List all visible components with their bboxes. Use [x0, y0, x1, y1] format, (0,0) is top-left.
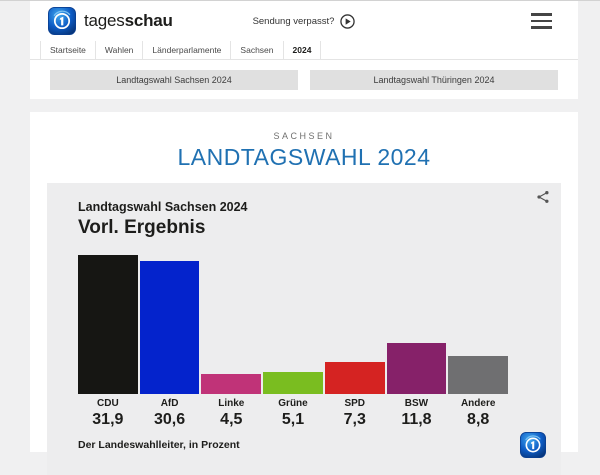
bar-area: [386, 255, 447, 394]
bar-category-label: SPD: [344, 398, 366, 409]
bar-value-label: 11,8: [401, 411, 432, 428]
bar-value-label: 8,8: [467, 411, 490, 428]
section-kicker: SACHSEN: [273, 131, 335, 141]
site-header: tagesschau Sendung verpasst? Startseite …: [30, 1, 578, 99]
bar-BSW: [386, 343, 447, 394]
header-top-row: tagesschau Sendung verpasst?: [30, 1, 578, 41]
election-chart-card: Landtagswahl Sachsen 2024 Vorl. Ergebnis…: [47, 183, 561, 475]
bar-area: [263, 255, 323, 394]
bar-area: [78, 255, 138, 394]
sendung-verpasst-label: Sendung verpasst?: [252, 15, 335, 27]
quicklinks-row: Landtagswahl Sachsen 2024 Landtagswahl T…: [30, 60, 578, 99]
chart-source: Der Landeswahlleiter, in Prozent: [78, 439, 240, 451]
tagesschau-logo-link[interactable]: tagesschau: [48, 7, 173, 35]
bar-value-label: 4,5: [220, 411, 243, 428]
bar-value-label: 7,3: [343, 411, 366, 428]
quicklink-sachsen-button[interactable]: Landtagswahl Sachsen 2024: [50, 70, 298, 90]
chart-title: Landtagswahl Sachsen 2024: [78, 200, 248, 214]
bar-column-Grüne: Grüne 5,1: [263, 255, 323, 429]
bar-AfD: [139, 261, 200, 394]
chart-subtitle: Vorl. Ergebnis: [78, 217, 206, 238]
play-icon[interactable]: [340, 13, 356, 29]
bar-value-label: 30,6: [154, 411, 186, 428]
brand-bold: schau: [124, 11, 173, 30]
bar-category-label: Linke: [218, 398, 245, 409]
bar-area: [448, 255, 509, 394]
bar-Linke: [201, 374, 262, 394]
brand-wordmark: tagesschau: [84, 11, 173, 31]
bar-column-SPD: SPD 7,3: [324, 255, 385, 429]
breadcrumb-sachsen[interactable]: Sachsen: [231, 41, 284, 59]
breadcrumb-laenderparlamente[interactable]: Länderparlamente: [143, 41, 232, 59]
tagesschau-logo-icon: [48, 7, 76, 35]
menu-icon[interactable]: [529, 11, 554, 31]
bar-area: [139, 255, 200, 394]
bar-column-Andere: Andere 8,8: [448, 255, 509, 429]
brand-regular: tages: [84, 11, 125, 30]
bar-SPD: [324, 362, 385, 394]
bar-column-CDU: CDU 31,9: [78, 255, 138, 429]
bar-area: [324, 255, 385, 394]
bar-column-AfD: AfD 30,6: [139, 255, 200, 429]
bar-value-label: 31,9: [92, 411, 124, 428]
bar-Grüne: [263, 372, 323, 394]
bar-category-label: Grüne: [278, 398, 308, 409]
tagesschau-watermark-icon: [520, 432, 546, 458]
quicklink-thueringen-button[interactable]: Landtagswahl Thüringen 2024: [310, 70, 558, 90]
bar-value-label: 5,1: [281, 411, 305, 428]
page-title: LANDTAGSWAHL 2024: [177, 144, 431, 170]
bar-area: [201, 255, 262, 394]
bar-Andere: [448, 356, 509, 394]
bar-column-BSW: BSW 11,8: [386, 255, 447, 429]
breadcrumb-2024[interactable]: 2024: [284, 41, 322, 59]
bar-plot: CDU 31,9 AfD 30,6 Linke 4,5 Grüne 5,1 SPD 7,3 BSW 1…: [78, 255, 509, 429]
breadcrumb-wahlen[interactable]: Wahlen: [96, 41, 144, 59]
bar-category-label: CDU: [97, 398, 119, 409]
bar-category-label: Andere: [460, 398, 496, 409]
bar-category-label: AfD: [160, 398, 179, 409]
sendung-verpasst-link[interactable]: Sendung verpasst?: [252, 13, 356, 29]
page-column: tagesschau Sendung verpasst? Startseite …: [30, 1, 578, 475]
bar-category-label: BSW: [404, 398, 429, 409]
share-icon[interactable]: [536, 190, 550, 209]
bar-CDU: [78, 255, 138, 394]
breadcrumb-startseite[interactable]: Startseite: [40, 41, 96, 59]
bar-column-Linke: Linke 4,5: [201, 255, 262, 429]
breadcrumb: Startseite Wahlen Länderparlamente Sachs…: [30, 41, 578, 60]
main-content: SACHSEN LANDTAGSWAHL 2024 Landtagswahl S…: [30, 112, 578, 475]
